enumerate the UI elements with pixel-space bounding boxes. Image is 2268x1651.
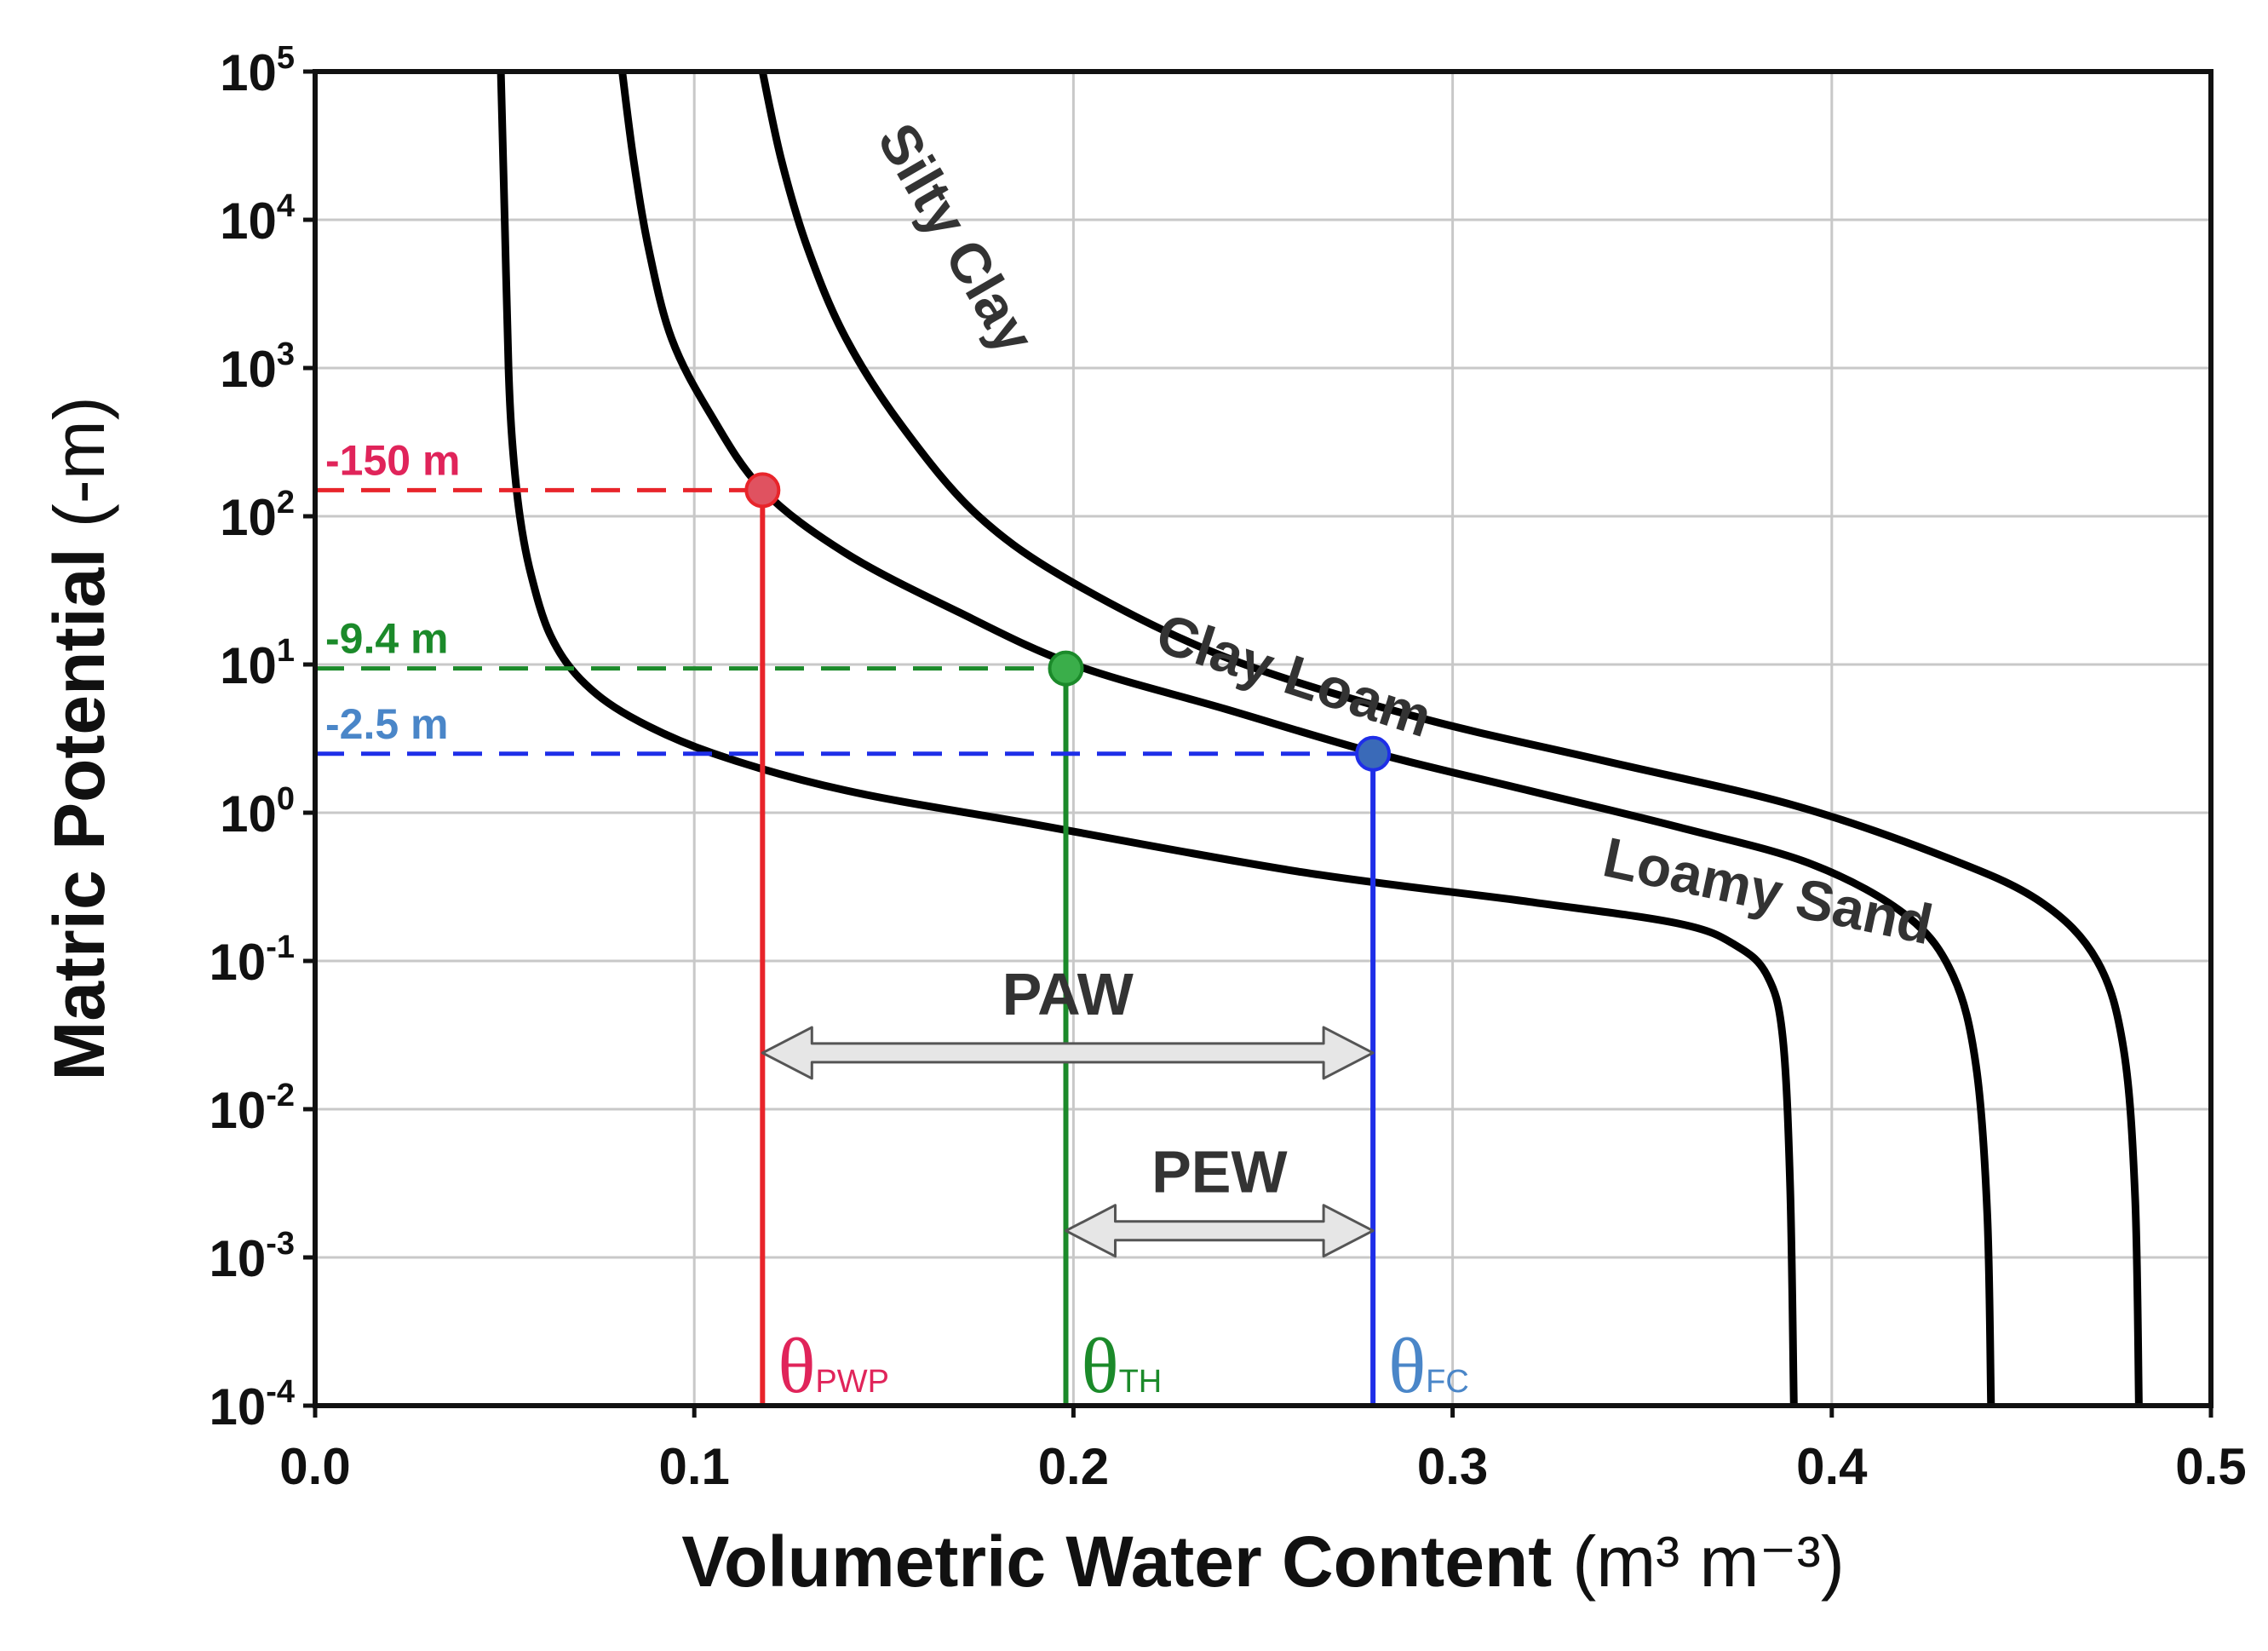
theta-subscript: FC [1426,1364,1469,1400]
y-tick-base: 10 [220,193,277,250]
y-tick-base: 10 [209,1378,266,1435]
theta-symbol: θ [778,1322,815,1409]
y-tick-exponent: 2 [277,485,295,521]
x-tick-label: 0.1 [658,1438,729,1495]
curves [497,72,2143,1406]
y-tick-exponent: -2 [266,1078,295,1113]
theta-label-fc: θFC [1388,1322,1469,1409]
y-tick-base: 10 [220,44,277,101]
theta-subscript: PWP [815,1364,889,1400]
y-tick-exponent: -1 [266,929,295,965]
y-tick-base: 10 [220,637,277,694]
plot-frame [313,69,2213,1408]
theta-label-pwp: θPWP [778,1322,889,1409]
x-axis-unit: (m³ m⁻³) [1572,1522,1845,1602]
psi-label-fc: -2.5 m [325,700,449,748]
range-arrow-pew [1065,1204,1375,1258]
theta-subscript: TH [1119,1364,1163,1400]
point-pwp [744,472,781,509]
curve-loamy-sand [497,72,1798,1406]
y-tick-exponent: -4 [266,1374,295,1410]
y-tick-base: 10 [220,341,277,398]
y-tick-exponent: 5 [277,40,295,76]
range-arrow-paw [761,1026,1375,1080]
y-tick-label: 105 [220,40,295,101]
x-tick-label: 0.4 [1796,1438,1868,1495]
theta-symbol: θ [1388,1322,1426,1409]
y-tick-label: 10-2 [209,1078,295,1139]
y-tick-exponent: 3 [277,337,295,372]
psi-label-pwp: -150 m [325,436,460,484]
y-tick-exponent: -3 [266,1226,295,1262]
y-axis-title: Matric Potential (-m) [39,396,119,1080]
y-tick-base: 10 [209,934,266,991]
y-tick-label: 100 [220,781,295,843]
curve-silty-clay [758,72,2143,1406]
x-axis-title: Volumetric Water Content (m³ m⁻³) [681,1522,1845,1602]
theta-symbol: θ [1081,1322,1118,1409]
x-tick-label: 0.0 [279,1438,350,1495]
y-tick-exponent: 0 [277,781,295,817]
point-th [1048,650,1084,687]
y-tick-label: 104 [220,188,295,250]
y-tick-label: 10-3 [209,1226,295,1287]
y-tick-label: 101 [220,633,295,694]
x-tick-label: 0.5 [2175,1438,2246,1495]
y-tick-base: 10 [220,785,277,843]
y-axis-unit: (-m) [39,396,119,527]
y-axis-label: Matric Potential [39,548,119,1080]
point-fc [1355,735,1392,772]
y-tick-exponent: 4 [277,188,295,224]
x-tick-label: 0.2 [1038,1438,1109,1495]
y-tick-base: 10 [220,489,277,546]
range-label-paw: PAW [1002,961,1134,1027]
curve-clay-loam [618,72,1995,1406]
ranges: PAW PEW [761,961,1375,1258]
y-tick-base: 10 [209,1230,266,1287]
psi-label-th: -9.4 m [325,615,449,663]
y-tick-label: 10-1 [209,929,295,991]
y-tick-label: 103 [220,337,295,398]
gridlines [315,72,2211,1406]
y-tick-exponent: 1 [277,633,295,669]
x-ticks: 0.0 0.1 0.2 0.3 0.4 0.5 [279,1406,2247,1495]
x-tick-label: 0.3 [1417,1438,1488,1495]
theta-label-th: θTH [1081,1322,1162,1409]
range-label-pew: PEW [1151,1139,1287,1205]
y-tick-base: 10 [209,1082,266,1139]
x-axis-label: Volumetric Water Content [681,1522,1552,1602]
y-tick-label: 10-4 [209,1374,295,1435]
y-tick-label: 102 [220,485,295,546]
